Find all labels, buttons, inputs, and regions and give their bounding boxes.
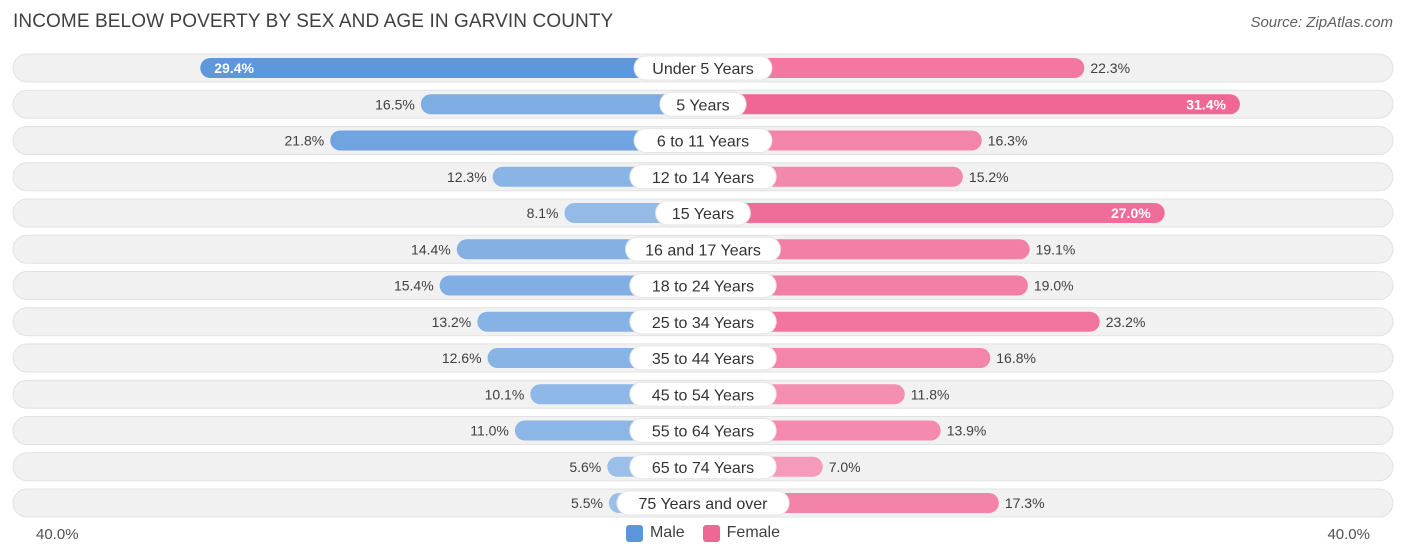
male-value-label: 14.4% — [411, 241, 451, 257]
axis-min-label: 40.0% — [36, 526, 79, 543]
male-value-label: 29.4% — [214, 60, 254, 76]
male-bar — [330, 130, 703, 151]
legend-item-male: Male — [625, 524, 685, 542]
female-value-label: 27.0% — [1111, 205, 1151, 221]
chart-title: INCOME BELOW POVERTY BY SEX AND AGE IN G… — [13, 11, 614, 32]
category-label: 18 to 24 Years — [652, 279, 754, 296]
legend-label-female: Female — [726, 524, 781, 541]
male-value-label: 12.3% — [447, 169, 487, 185]
male-value-label: 13.2% — [432, 314, 472, 330]
female-value-label: 13.9% — [947, 423, 987, 439]
category-pill — [659, 91, 747, 117]
male-value-label: 5.6% — [569, 459, 601, 475]
category-pill — [629, 164, 777, 190]
source-credit: Source: ZipAtlas.com — [1250, 14, 1393, 31]
category-pill — [625, 236, 781, 262]
category-pill — [629, 381, 777, 407]
category-label: 25 to 34 Years — [652, 315, 754, 332]
female-value-label: 17.3% — [1005, 495, 1045, 511]
category-label: 75 Years and over — [639, 496, 769, 513]
category-label: 12 to 14 Years — [652, 170, 754, 187]
male-value-label: 10.1% — [485, 386, 525, 402]
category-pill — [633, 55, 773, 81]
male-value-label: 5.5% — [571, 495, 603, 511]
female-value-label: 22.3% — [1090, 60, 1130, 76]
legend-swatch-male — [625, 524, 643, 542]
female-bar — [703, 275, 1028, 296]
legend: Male Female — [0, 524, 1406, 542]
category-label: 15 Years — [672, 206, 734, 223]
category-pill — [655, 200, 751, 226]
male-value-label: 15.4% — [394, 278, 434, 294]
legend-item-female: Female — [702, 524, 781, 542]
female-bar — [703, 58, 1085, 78]
category-label: 35 to 44 Years — [652, 351, 754, 368]
female-value-label: 7.0% — [829, 459, 861, 475]
category-label: 45 to 54 Years — [652, 387, 754, 404]
legend-label-male: Male — [649, 524, 685, 541]
category-pill — [629, 345, 777, 371]
female-value-label: 19.0% — [1034, 278, 1074, 294]
female-value-label: 31.4% — [1186, 96, 1226, 112]
category-pill — [633, 128, 773, 153]
female-value-label: 16.8% — [996, 350, 1036, 366]
male-value-label: 11.0% — [470, 423, 509, 439]
category-label: 55 to 64 Years — [652, 424, 754, 441]
female-value-label: 16.3% — [988, 133, 1028, 149]
legend-swatch-female — [702, 524, 720, 542]
male-value-label: 21.8% — [285, 133, 325, 149]
category-pill — [629, 454, 777, 480]
male-bar — [420, 94, 703, 115]
category-label: Under 5 Years — [652, 61, 753, 78]
category-label: 16 and 17 Years — [645, 242, 761, 259]
category-pill — [629, 309, 777, 335]
category-pill — [629, 273, 777, 298]
female-bar — [703, 203, 1165, 223]
category-pill — [629, 418, 777, 443]
category-label: 6 to 11 Years — [657, 134, 749, 151]
female-value-label: 15.2% — [969, 169, 1009, 185]
female-bar — [703, 94, 1240, 115]
female-bar — [703, 239, 1030, 260]
female-bar — [703, 311, 1100, 332]
male-bar — [200, 58, 703, 78]
female-value-label: 19.1% — [1036, 241, 1076, 257]
female-value-label: 11.8% — [911, 386, 950, 402]
category-pill — [616, 490, 790, 516]
male-value-label: 16.5% — [375, 96, 415, 112]
category-label: 65 to 74 Years — [652, 460, 754, 477]
category-label: 5 Years — [676, 97, 729, 114]
male-value-label: 8.1% — [527, 205, 559, 221]
male-value-label: 12.6% — [442, 350, 482, 366]
female-value-label: 23.2% — [1106, 314, 1146, 330]
axis-max-label: 40.0% — [1327, 526, 1370, 543]
female-bar — [703, 130, 982, 151]
